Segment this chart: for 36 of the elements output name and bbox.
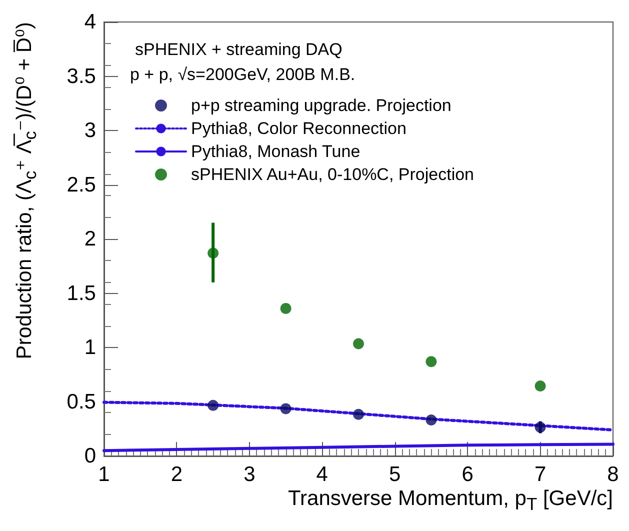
point: [426, 356, 437, 368]
point: [280, 302, 292, 314]
point: [353, 338, 364, 350]
point: [280, 403, 292, 414]
x-tick-label: 7: [534, 463, 546, 486]
x-tick-label: 6: [462, 463, 474, 486]
x-tick-label: 5: [389, 463, 401, 486]
x-tick-label: 2: [170, 463, 183, 486]
y-tick-label: 0.5: [66, 390, 96, 414]
x-tick-label: 1: [98, 463, 110, 486]
point: [208, 248, 219, 259]
y-tick-label: 1.5: [66, 282, 96, 305]
y-tick-label: 2.5: [66, 173, 96, 196]
text: p + p, √s=200GeV, 200B M.B.: [130, 65, 356, 84]
legend-label: Pythia8, Color Reconnection: [191, 119, 406, 138]
y-tick-label: 3.5: [66, 64, 96, 88]
point: [353, 408, 364, 420]
point: [534, 380, 546, 392]
line-series: [102, 400, 614, 432]
point: [534, 422, 546, 433]
x-tick-label: 4: [316, 463, 328, 486]
point: [426, 414, 437, 426]
legend-label: Pythia8, Monash Tune: [191, 142, 360, 161]
y-tick-label: 2: [84, 228, 96, 250]
x-tick-label: 3: [244, 463, 256, 486]
line-series: [102, 442, 614, 452]
y-tick-label: 0: [84, 444, 96, 468]
y-tick-label: 1: [84, 336, 96, 359]
x-tick-label: 8: [607, 463, 619, 486]
y-tick-label: 4: [84, 10, 96, 34]
legend-label: sPHENIX Au+Au, 0-10%C, Projection: [191, 165, 474, 184]
point: [208, 400, 219, 411]
y-tick-label: 3: [84, 119, 96, 142]
text: sPHENIX + streaming DAQ: [135, 40, 342, 59]
x-axis-title: Transverse Momentum, p$_{T}$ [GeV/c]: [288, 487, 613, 514]
legend-label: p+p streaming upgrade. Projection: [191, 96, 452, 115]
